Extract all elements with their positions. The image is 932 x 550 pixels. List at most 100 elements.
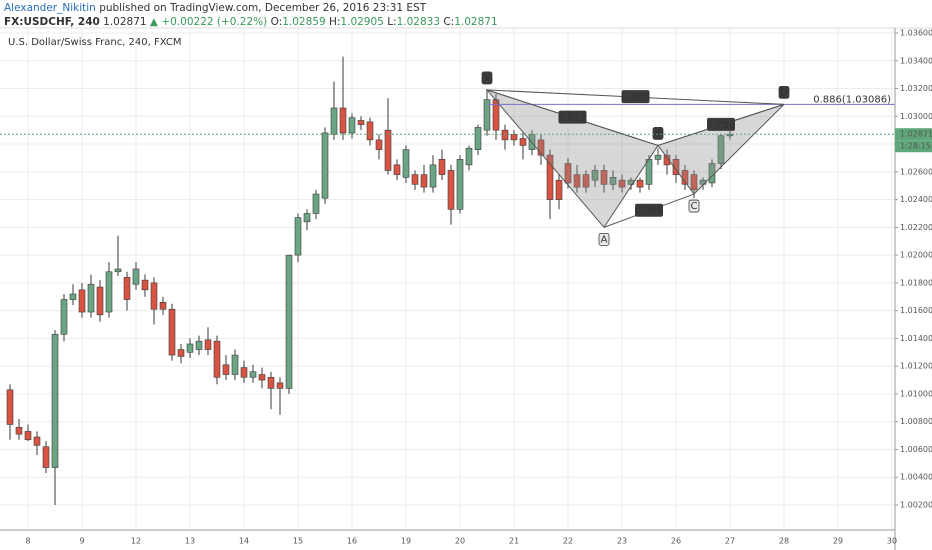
candle-body xyxy=(663,154,671,166)
candle-body xyxy=(465,147,473,166)
candle-body xyxy=(195,340,203,350)
candle-body xyxy=(222,364,230,375)
y-tick-label: 1.00600 xyxy=(900,445,932,454)
ratio-box xyxy=(635,203,663,217)
candle-body xyxy=(177,349,185,357)
x-tick-label: 16 xyxy=(347,537,357,546)
last: 1.02871 xyxy=(103,16,146,28)
l-label: L: xyxy=(387,16,396,28)
x-tick-label: 20 xyxy=(455,537,465,546)
y-tick-label: 1.03000 xyxy=(900,112,932,121)
h-label: H: xyxy=(329,16,340,28)
ratio-box xyxy=(558,110,587,124)
ratio-label: 0.596 xyxy=(635,206,664,217)
candle-body xyxy=(141,279,149,291)
point-box xyxy=(598,232,610,246)
candle-body xyxy=(213,340,221,378)
candle-body xyxy=(654,154,662,160)
candle-body xyxy=(609,177,617,185)
o-label: O: xyxy=(271,16,283,28)
header-line: Alexander_Nikitin published on TradingVi… xyxy=(4,2,427,14)
candle-body xyxy=(573,174,581,188)
x-tick-label: 13 xyxy=(185,537,195,546)
y-tick-label: 1.03200 xyxy=(900,84,932,93)
symbol: FX:USDCHF, 240 xyxy=(4,16,100,28)
candle-body xyxy=(267,376,275,389)
y-tick-label: 1.01200 xyxy=(900,362,932,371)
x-tick-label: 8 xyxy=(25,537,30,546)
y-tick-label: 1.02400 xyxy=(900,195,932,204)
candle-body xyxy=(537,139,545,156)
candle-body xyxy=(168,308,176,356)
y-tick-label: 1.02200 xyxy=(900,223,932,232)
point-label: X xyxy=(484,73,491,84)
candle-body xyxy=(24,431,32,441)
candle-body xyxy=(96,286,104,316)
candle-body xyxy=(600,170,608,185)
point-label: C xyxy=(691,201,698,212)
x-tick-label: 21 xyxy=(509,537,519,546)
o-value: 1.02859 xyxy=(282,16,325,28)
candle-body xyxy=(6,389,14,425)
published: published on TradingView.com, December 2… xyxy=(99,2,427,14)
candle-body xyxy=(564,163,572,184)
candle-body xyxy=(258,374,266,381)
point-label: A xyxy=(601,234,608,245)
candle-body xyxy=(78,289,86,313)
change: ▲ +0.00222 (+0.22%) xyxy=(150,16,267,28)
x-tick-label: 22 xyxy=(563,537,573,546)
grid xyxy=(0,28,895,530)
x-tick-label: 19 xyxy=(401,537,411,546)
candle-body xyxy=(402,149,410,178)
candle-body xyxy=(582,174,590,188)
candle-body xyxy=(240,367,248,378)
candle-body xyxy=(348,117,356,134)
candle-body xyxy=(105,271,113,313)
candle-body xyxy=(87,283,95,313)
candle-body xyxy=(114,268,122,273)
candle-body xyxy=(69,293,77,300)
candle-body xyxy=(249,371,257,378)
candle-body xyxy=(555,179,563,200)
y-tick-label: 1.01400 xyxy=(900,334,932,343)
price-badge xyxy=(895,128,932,141)
point-box xyxy=(481,71,493,85)
candle-body xyxy=(339,107,347,134)
x-tick-label: 12 xyxy=(131,537,141,546)
candle-body xyxy=(393,164,401,175)
candle-body xyxy=(204,339,212,350)
y-tick-label: 1.02000 xyxy=(900,251,932,260)
candle-body xyxy=(321,132,329,199)
y-tick-label: 1.00400 xyxy=(900,473,932,482)
x-tick-label: 15 xyxy=(293,537,303,546)
candle-body xyxy=(312,193,320,214)
point-box xyxy=(652,127,664,140)
fib-level-label: 0.886(1.03086) xyxy=(813,94,891,105)
candle-body xyxy=(492,99,500,131)
candle-body xyxy=(384,129,392,171)
candle-body xyxy=(366,121,374,141)
x-tick-label: 9 xyxy=(79,537,84,546)
symbol-line: FX:USDCHF, 240 1.02871 ▲ +0.00222 (+0.22… xyxy=(4,16,498,28)
x-tick-label: 28 xyxy=(779,537,789,546)
candle-body xyxy=(33,436,41,446)
x-tick-label: 14 xyxy=(239,537,249,546)
y-tick-label: 1.03600 xyxy=(900,28,932,37)
candle-body xyxy=(123,277,131,300)
candle-body xyxy=(690,174,698,191)
author[interactable]: Alexander_Nikitin xyxy=(4,2,96,14)
l-value: 1.02833 xyxy=(397,16,440,28)
ratio-label: 1.756 xyxy=(707,120,736,131)
candle-body xyxy=(132,268,140,285)
candle-body xyxy=(456,159,464,210)
x-tick-label: 30 xyxy=(887,537,897,546)
candle-body xyxy=(438,159,446,175)
candle-body xyxy=(15,426,23,435)
h-value: 1.02905 xyxy=(340,16,383,28)
candle-body xyxy=(483,99,491,131)
price-badge-label: 1.02871 xyxy=(900,130,932,139)
point-box xyxy=(778,85,790,99)
countdown-label: 1:28:15 xyxy=(900,142,931,151)
